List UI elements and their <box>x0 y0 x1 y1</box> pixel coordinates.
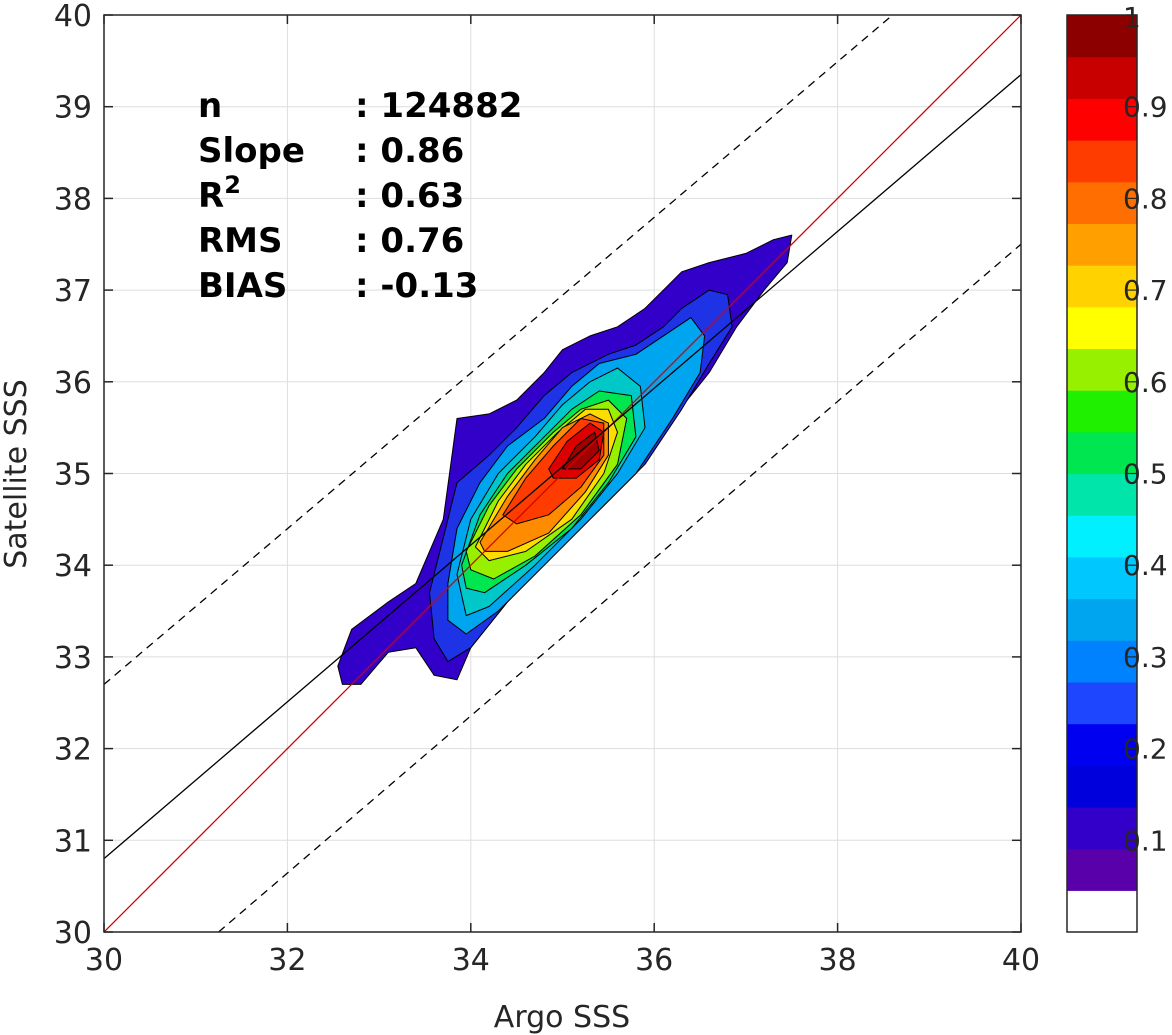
stat-value: : 0.63 <box>355 176 464 216</box>
stat-value: : 124882 <box>355 86 522 126</box>
stat-value: : 0.86 <box>355 131 464 171</box>
stat-value: : 0.76 <box>355 221 464 261</box>
x-tick-label: 36 <box>635 943 673 978</box>
y-tick-label: 31 <box>54 824 92 859</box>
colorbar-tick-label: 1 <box>1123 1 1141 34</box>
colorbar-tick-label: 0.6 <box>1123 366 1168 399</box>
axis-ticks <box>103 14 1022 933</box>
fit-line <box>104 74 1021 860</box>
one-to-one-line <box>104 15 1021 932</box>
stat-row-slope: Slope : 0.86 <box>198 131 464 171</box>
colorbar-segment <box>1067 140 1137 183</box>
colorbar-segment <box>1067 431 1137 475</box>
stat-superscript: 2 <box>224 171 241 199</box>
reference-lines <box>104 15 1021 932</box>
colorbar-segment <box>1067 473 1137 516</box>
colorbar <box>1067 14 1137 933</box>
stat-row-bias: BIAS : -0.13 <box>198 266 478 306</box>
colorbar-segment <box>1067 723 1137 766</box>
colorbar-segment <box>1067 640 1137 683</box>
x-tick-labels: 30 32 34 36 38 40 <box>85 943 1040 978</box>
y-axis-title: Satellite SSS <box>0 379 34 569</box>
y-tick-label: 37 <box>54 274 92 309</box>
colorbar-segment <box>1067 598 1137 641</box>
x-axis-title: Argo SSS <box>494 1000 630 1035</box>
colorbar-tick-label: 0.1 <box>1123 824 1168 857</box>
stat-row-n: n : 124882 <box>198 86 522 126</box>
stat-label: n <box>198 86 222 126</box>
colorbar-segment <box>1067 181 1137 225</box>
y-tick-labels: 30 31 32 33 34 35 36 37 38 39 40 <box>54 0 92 951</box>
y-tick-label: 34 <box>54 549 92 584</box>
colorbar-segment <box>1067 515 1137 558</box>
y-tick-label: 30 <box>54 916 92 951</box>
x-tick-label: 38 <box>819 943 857 978</box>
colorbar-segment <box>1067 15 1137 58</box>
colorbar-tick-label: 0.9 <box>1123 91 1168 124</box>
colorbar-segment <box>1067 306 1137 350</box>
colorbar-segment <box>1067 681 1137 725</box>
colorbar-segment <box>1067 348 1137 391</box>
colorbar-segment <box>1067 265 1137 308</box>
grid <box>103 14 1022 933</box>
colorbar-segment <box>1067 223 1137 266</box>
x-tick-label: 32 <box>268 943 306 978</box>
y-tick-label: 36 <box>54 366 92 401</box>
colorbar-segment <box>1067 765 1137 808</box>
colorbar-segment <box>1067 556 1137 600</box>
colorbar-segment <box>1067 806 1137 850</box>
colorbar-segment <box>1067 890 1137 933</box>
colorbar-tick-label: 0.2 <box>1123 733 1168 766</box>
x-tick-label: 40 <box>1002 943 1040 978</box>
y-tick-label: 33 <box>54 641 92 676</box>
colorbar-tick-label: 0.4 <box>1123 549 1168 582</box>
x-tick-label: 34 <box>452 943 490 978</box>
colorbar-segment <box>1067 848 1137 891</box>
colorbar-tick-label: 0.3 <box>1123 641 1168 674</box>
y-tick-label: 39 <box>54 91 92 126</box>
x-tick-label: 30 <box>85 943 123 978</box>
stat-label: RMS <box>198 221 283 261</box>
y-tick-label: 40 <box>54 0 92 34</box>
stat-value: : -0.13 <box>355 266 478 306</box>
y-tick-label: 35 <box>54 458 92 493</box>
stat-row-rms: RMS : 0.76 <box>198 221 464 261</box>
y-tick-label: 38 <box>54 182 92 217</box>
y-tick-label: 32 <box>54 733 92 768</box>
colorbar-segment <box>1067 98 1137 141</box>
colorbar-labels: 0.1 0.2 0.3 0.4 0.5 0.6 0.7 0.8 0.9 1 <box>1123 1 1168 857</box>
colorbar-segment <box>1067 390 1137 433</box>
stat-label: Slope <box>198 131 305 171</box>
colorbar-tick-label: 0.5 <box>1123 458 1168 491</box>
colorbar-segment <box>1067 56 1137 99</box>
colorbar-frame <box>1066 14 1138 933</box>
upper-bound-line <box>104 15 894 685</box>
stat-label: BIAS <box>198 266 287 306</box>
colorbar-tick-label: 0.8 <box>1123 182 1168 215</box>
colorbar-tick-label: 0.7 <box>1123 274 1168 307</box>
